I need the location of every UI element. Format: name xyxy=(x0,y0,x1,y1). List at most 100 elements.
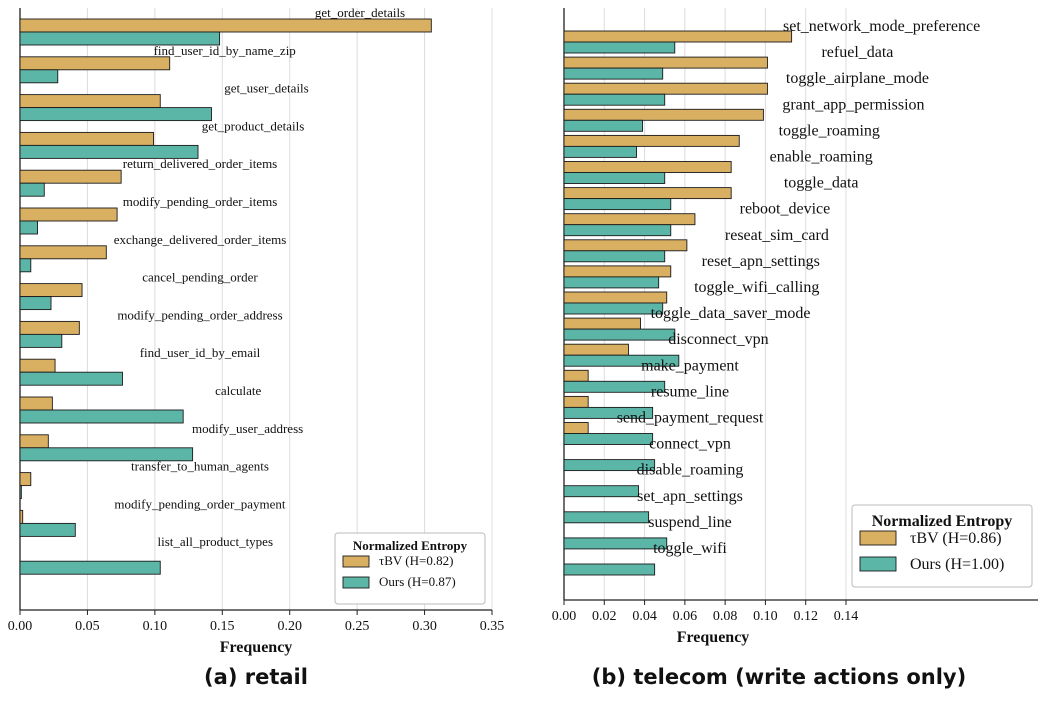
retail-bar-ours xyxy=(19,560,161,575)
telecom-legend-swatch xyxy=(859,556,897,572)
retail-bar-ours xyxy=(19,333,63,348)
retail-tick-label: 0.10 xyxy=(143,619,168,634)
telecom-tick-label: 0.04 xyxy=(632,609,657,624)
retail-category-label: transfer_to_human_agents xyxy=(131,459,269,474)
retail-bar-ours xyxy=(19,144,199,159)
retail-x-axis-label: Frequency xyxy=(220,639,293,656)
retail-bar-tbv xyxy=(19,396,53,411)
telecom-bar-tbv xyxy=(563,30,793,43)
telecom-bar-tbv xyxy=(563,343,629,356)
retail-bar-tbv xyxy=(19,509,24,524)
retail-tick-label: 0.00 xyxy=(8,619,33,634)
telecom-bar-tbv xyxy=(563,108,764,121)
retail-bar-ours xyxy=(19,107,212,122)
retail-bar-tbv xyxy=(19,18,432,33)
telecom-bar-ours xyxy=(563,198,672,211)
retail-tick-label: 0.35 xyxy=(480,619,505,634)
telecom-legend-label: Ours (H=1.00) xyxy=(910,556,1004,573)
retail-bar-ours xyxy=(19,296,52,311)
telecom-tick-label: 0.00 xyxy=(552,609,577,624)
telecom-legend-title: Normalized Entropy xyxy=(872,513,1013,530)
telecom-bar-ours xyxy=(563,224,672,237)
retail-bar-ours xyxy=(19,220,38,235)
retail-tick-label: 0.25 xyxy=(345,619,370,634)
retail-legend-swatch xyxy=(342,576,370,589)
telecom-tick-label: 0.10 xyxy=(753,609,778,624)
retail-category-label: find_user_id_by_email xyxy=(140,345,261,360)
retail-bar-ours xyxy=(19,409,184,424)
telecom-bar-tbv xyxy=(563,317,641,330)
telecom-bar-ours xyxy=(563,145,637,158)
telecom-category-label: suspend_line xyxy=(648,514,732,531)
retail-category-label: list_all_product_types xyxy=(157,534,273,549)
retail-bar-tbv xyxy=(19,320,80,335)
retail-tick-label: 0.30 xyxy=(412,619,437,634)
telecom-category-label: toggle_data xyxy=(784,175,859,192)
telecom-bar-tbv xyxy=(563,265,672,278)
telecom-category-label: send_payment_request xyxy=(617,410,764,427)
retail-tick-label: 0.15 xyxy=(210,619,235,634)
telecom-bar-ours xyxy=(563,302,664,315)
telecom-bar-tbv xyxy=(563,56,768,69)
telecom-legend-label: τBV (H=0.86) xyxy=(910,530,1002,547)
telecom-bar-tbv xyxy=(563,239,688,252)
retail-legend-swatch xyxy=(342,555,370,568)
telecom-category-label: set_apn_settings xyxy=(637,488,743,505)
retail-category-label: exchange_delivered_order_items xyxy=(114,232,287,247)
telecom-category-label: toggle_wifi_calling xyxy=(694,279,819,296)
telecom-bar-ours xyxy=(563,433,654,445)
retail-bar-tbv xyxy=(19,56,171,71)
telecom-category-label: resume_line xyxy=(651,383,729,400)
telecom-bar-tbv xyxy=(563,161,732,173)
telecom-bar-ours xyxy=(563,485,639,498)
retail-category-label: return_delivered_order_items xyxy=(123,156,278,171)
telecom-bar-tbv xyxy=(563,134,740,147)
telecom-bar-ours xyxy=(563,119,644,132)
telecom-subtitle: (b) telecom (write actions only) xyxy=(591,665,967,689)
telecom-bar-ours xyxy=(563,276,660,289)
telecom-tick-label: 0.06 xyxy=(673,609,698,624)
telecom-tick-label: 0.14 xyxy=(834,609,859,624)
telecom-bar-ours xyxy=(563,67,664,80)
retail-category-label: find_user_id_by_name_zip xyxy=(154,43,296,58)
retail-category-label: calculate xyxy=(215,383,261,398)
retail-bar-ours xyxy=(19,447,194,462)
telecom-bar-tbv xyxy=(563,213,696,226)
retail-category-label: get_product_details xyxy=(202,118,305,133)
retail-category-label: modify_pending_order_payment xyxy=(114,496,286,511)
retail-bar-tbv xyxy=(19,283,83,298)
telecom-category-label: connect_vpn xyxy=(649,436,731,453)
telecom-legend-swatch xyxy=(859,530,897,546)
telecom-bar-tbv xyxy=(563,291,668,304)
retail-bar-ours xyxy=(19,69,59,84)
retail-bar-tbv xyxy=(19,131,154,146)
retail-bar-tbv xyxy=(19,434,49,449)
telecom-category-label: reboot_device xyxy=(740,201,831,218)
retail-category-label: modify_pending_order_items xyxy=(123,194,278,209)
telecom-bar-ours xyxy=(563,511,650,524)
retail-legend-title: Normalized Entropy xyxy=(353,538,468,553)
telecom-category-label: reset_apn_settings xyxy=(702,253,820,270)
telecom-category-label: toggle_airplane_mode xyxy=(786,70,929,87)
telecom-bar-tbv xyxy=(563,82,768,95)
telecom-bar-ours xyxy=(563,563,656,576)
telecom-bar-ours xyxy=(563,41,676,54)
retail-bar-tbv xyxy=(19,245,107,260)
retail-tick-label: 0.20 xyxy=(277,619,302,634)
telecom-bar-ours xyxy=(563,172,666,184)
telecom-bar-ours xyxy=(563,406,654,419)
retail-bar-tbv xyxy=(19,207,118,222)
retail-bar-ours xyxy=(19,182,45,197)
telecom-bar-ours xyxy=(563,354,680,367)
retail-category-label: get_user_details xyxy=(224,81,308,96)
retail-legend-label: Ours (H=0.87) xyxy=(379,574,456,589)
telecom-category-label: disconnect_vpn xyxy=(668,331,768,348)
retail-bar-ours xyxy=(19,522,76,537)
telecom-bar-ours xyxy=(563,380,666,393)
retail-bar-tbv xyxy=(19,169,122,184)
telecom-category-label: toggle_wifi xyxy=(653,540,727,557)
telecom-bar-tbv xyxy=(563,369,589,382)
telecom-tick-label: 0.02 xyxy=(592,609,617,624)
retail-legend-box xyxy=(334,532,486,605)
